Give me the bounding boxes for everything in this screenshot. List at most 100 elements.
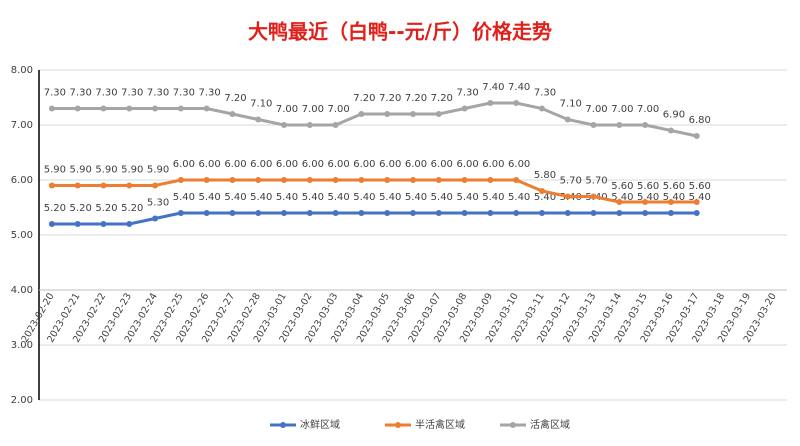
value-label: 5.40	[302, 192, 324, 203]
point	[74, 182, 81, 189]
y-tick-label: 7.00	[11, 120, 33, 131]
series-line	[51, 178, 697, 204]
point	[564, 116, 571, 123]
value-label: 5.40	[379, 192, 401, 203]
point	[48, 182, 55, 189]
value-label: 5.60	[611, 181, 633, 192]
point	[642, 210, 649, 216]
value-label: 7.40	[508, 82, 530, 93]
point	[487, 100, 494, 106]
y-tick-label: 3.00	[11, 340, 33, 351]
value-label: 7.30	[456, 88, 478, 99]
value-label: 7.00	[302, 104, 324, 115]
value-label: 7.20	[431, 93, 453, 104]
point	[693, 199, 700, 205]
point	[100, 221, 107, 227]
value-label: 5.40	[508, 192, 530, 203]
value-label: 5.40	[456, 192, 478, 203]
value-label: 5.40	[353, 192, 375, 203]
point	[281, 210, 288, 216]
point	[461, 105, 468, 112]
point	[152, 105, 159, 112]
value-label: 5.90	[147, 165, 169, 176]
value-label: 6.00	[250, 159, 272, 170]
value-label: 5.40	[327, 192, 349, 203]
point	[203, 177, 210, 183]
value-label: 5.40	[534, 192, 556, 203]
value-label: 5.40	[224, 192, 246, 203]
series-line	[51, 211, 697, 226]
value-label: 5.80	[534, 170, 556, 181]
value-label: 7.30	[534, 88, 556, 99]
point	[590, 210, 597, 216]
y-tick-label: 2.00	[11, 395, 33, 406]
point	[384, 210, 391, 216]
value-label: 5.20	[95, 203, 117, 214]
value-label: 5.40	[689, 192, 711, 203]
point	[126, 221, 133, 227]
value-label: 6.00	[302, 159, 324, 170]
value-label: 7.20	[224, 93, 246, 104]
value-label: 6.00	[431, 159, 453, 170]
point	[410, 111, 416, 117]
point	[513, 210, 520, 216]
point	[281, 122, 288, 128]
value-label: 5.20	[121, 203, 143, 214]
value-label: 7.30	[199, 88, 221, 99]
value-label: 6.00	[379, 159, 401, 170]
value-label: 7.40	[482, 82, 504, 93]
point	[358, 111, 365, 117]
value-label: 5.20	[70, 203, 92, 214]
point	[590, 193, 597, 200]
point	[306, 122, 313, 128]
value-label: 5.40	[611, 192, 633, 203]
value-label: 6.00	[482, 159, 504, 170]
point	[564, 210, 571, 216]
point	[100, 182, 107, 189]
point	[410, 210, 416, 216]
value-label: 6.00	[353, 159, 375, 170]
point	[48, 105, 55, 112]
value-label: 5.40	[663, 192, 685, 203]
point	[229, 177, 236, 183]
point	[74, 221, 81, 227]
point	[538, 188, 545, 194]
value-label: 5.40	[276, 192, 298, 203]
value-label: 5.90	[121, 165, 143, 176]
point	[332, 122, 339, 128]
point	[126, 105, 133, 112]
value-label: 7.30	[147, 88, 169, 99]
point	[410, 177, 416, 183]
point	[693, 133, 700, 139]
value-label: 7.30	[173, 88, 195, 99]
value-label: 5.40	[250, 192, 272, 203]
point	[203, 105, 210, 112]
value-label: 6.80	[689, 115, 711, 126]
value-label: 5.30	[147, 198, 169, 209]
legend-marker	[395, 422, 401, 428]
point	[332, 210, 339, 216]
point	[74, 105, 81, 112]
value-label: 5.90	[44, 165, 66, 176]
point	[616, 122, 623, 128]
value-label: 7.30	[44, 88, 66, 99]
point	[435, 210, 442, 216]
value-label: 5.40	[173, 192, 195, 203]
point	[48, 221, 55, 227]
value-label: 5.20	[44, 203, 66, 214]
value-label: 5.70	[585, 176, 607, 187]
point	[564, 193, 571, 200]
point	[255, 116, 262, 123]
value-label: 7.10	[560, 99, 582, 110]
series-line	[51, 101, 698, 138]
value-label: 7.30	[70, 88, 92, 99]
point	[229, 210, 236, 216]
point	[177, 177, 184, 183]
value-label: 7.20	[353, 93, 375, 104]
point	[177, 210, 184, 216]
point	[538, 210, 545, 216]
point	[590, 122, 597, 128]
value-label: 6.00	[508, 159, 530, 170]
value-label: 7.20	[405, 93, 427, 104]
